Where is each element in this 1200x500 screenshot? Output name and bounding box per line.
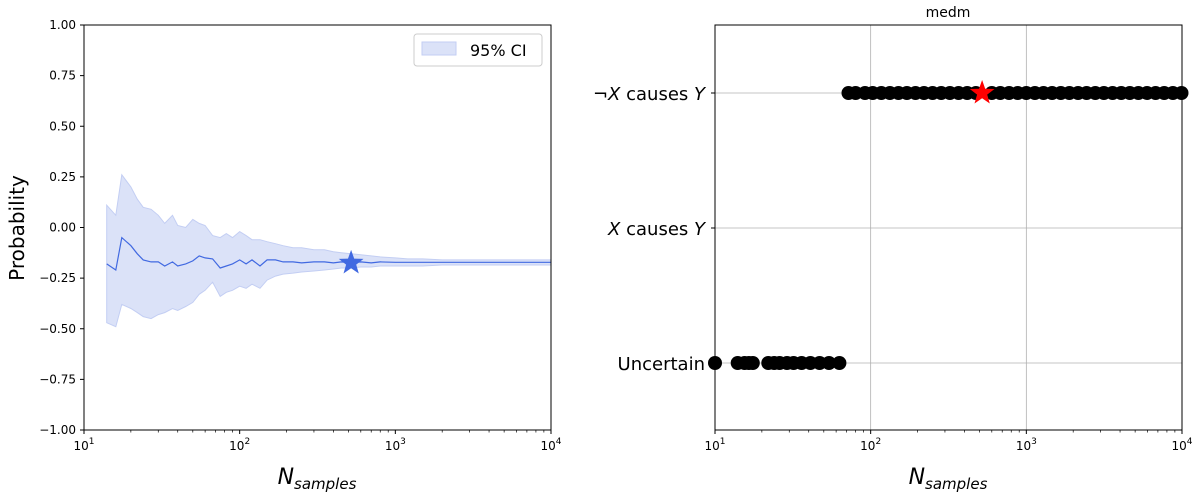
- causal-direction-chart: medm 101 102 103 104 ¬X causes Y X causes Y U…: [593, 5, 1193, 493]
- x-tick-label: 103: [385, 437, 406, 453]
- estimate-star-marker: [338, 249, 364, 274]
- y-tick-label: 1.00: [49, 18, 76, 32]
- x-tick-label: 102: [860, 437, 881, 453]
- ci-band: [106, 173, 552, 328]
- y-tick-label: −0.75: [39, 372, 76, 386]
- x-tick-label: 104: [1171, 437, 1192, 453]
- category-label: Uncertain: [618, 354, 705, 375]
- probability-chart: 101 102 103 104 1.00 0.75 0.50 0.25 0.00 −0.25 −0…: [5, 18, 562, 493]
- legend-label: 95% CI: [470, 41, 527, 60]
- y-axis-label: Probability: [5, 175, 29, 281]
- y-tick-label: 0.50: [49, 119, 76, 133]
- y-tick-label: −0.25: [39, 271, 76, 285]
- category-label: ¬X causes Y: [593, 84, 707, 105]
- y-tick-label: 0.00: [49, 221, 76, 235]
- x-tick-label: 104: [540, 437, 561, 453]
- right-chart-title: medm: [926, 5, 971, 21]
- legend: 95% CI: [413, 33, 543, 67]
- y-tick-label: 0.75: [49, 69, 76, 83]
- mean-line: [106, 236, 551, 272]
- category-label: X causes Y: [607, 219, 707, 240]
- x-tick-label: 102: [229, 437, 250, 453]
- result-point: [832, 356, 847, 370]
- x-tick-label: 101: [704, 437, 725, 453]
- y-tick-label: 0.25: [49, 170, 76, 184]
- x-tick-label: 101: [73, 437, 94, 453]
- estimate-star-marker: [969, 80, 995, 104]
- left-x-axis-label: Nsamples: [278, 465, 357, 493]
- result-point: [822, 356, 836, 370]
- x-tick-label: 103: [1016, 437, 1037, 453]
- result-point: [745, 356, 760, 370]
- y-tick-label: −0.50: [39, 322, 76, 336]
- legend-swatch: [421, 41, 457, 56]
- y-tick-label: −1.00: [39, 423, 76, 437]
- right-x-axis-label: Nsamples: [909, 465, 988, 493]
